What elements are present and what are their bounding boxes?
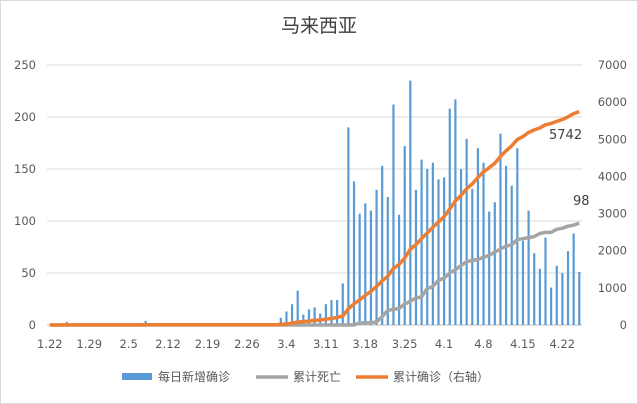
x-tick-label: 3.4 (277, 337, 295, 351)
bar (499, 133, 502, 325)
bar (493, 202, 496, 325)
x-tick-label: 2.26 (234, 337, 260, 351)
data-labels: 5742 98 (549, 128, 590, 209)
x-tick-label: 4.15 (510, 337, 536, 351)
x-tick-label: 2.19 (195, 337, 221, 351)
x-tick-label: 4.8 (474, 337, 492, 351)
bar (381, 165, 384, 325)
bar (521, 240, 525, 325)
bar (437, 179, 440, 325)
right-tick-label: 2000 (598, 244, 627, 258)
bar (431, 162, 434, 325)
data-label-confirmed: 5742 (549, 128, 582, 143)
bar (347, 127, 350, 326)
bar (566, 251, 570, 325)
bar (414, 189, 418, 325)
daily-bars (65, 80, 581, 326)
bar (561, 273, 564, 325)
bar (336, 300, 339, 325)
bar (324, 304, 327, 325)
bar (420, 159, 423, 325)
x-tick-label: 2.12 (155, 337, 181, 351)
bar (538, 268, 541, 325)
data-label-deaths: 98 (573, 194, 590, 209)
bar (302, 314, 305, 325)
bar (307, 309, 311, 325)
bar (279, 317, 282, 325)
bar (465, 138, 468, 325)
bar (392, 104, 395, 326)
right-tick-label: 7000 (598, 58, 627, 72)
bar (409, 80, 412, 325)
legend-label-deaths: 累计死亡 (293, 370, 341, 384)
bar (527, 210, 530, 325)
bar (313, 307, 316, 325)
bar (550, 287, 553, 325)
x-tick-label: 1.22 (37, 337, 63, 351)
bar (330, 300, 333, 325)
bar (572, 233, 575, 325)
bar (375, 189, 378, 325)
x-axis: 1.22 1.29 2.5 2.12 2.19 2.26 3.4 3.11 3.18 3.25 4.… (37, 337, 575, 351)
right-tick-label: 6000 (598, 95, 627, 109)
right-tick-label: 0 (620, 318, 627, 332)
left-tick-label: 0 (29, 318, 36, 332)
confirmed-line (49, 110, 580, 327)
bar (482, 162, 485, 325)
x-tick-label: 2.5 (120, 337, 138, 351)
left-tick-label: 50 (21, 266, 36, 280)
bar (578, 271, 581, 325)
bar (510, 185, 513, 325)
bar (369, 210, 373, 325)
x-tick-label: 4.22 (549, 337, 575, 351)
bar (296, 290, 299, 325)
x-tick-label: 3.18 (352, 337, 378, 351)
legend-label-confirmed: 累计确诊（右轴） (393, 369, 489, 384)
chart-title: 马来西亚 (281, 15, 357, 37)
x-tick-label: 3.25 (392, 337, 418, 351)
x-tick-label: 4.1 (435, 337, 453, 351)
legend: 每日新增确诊 累计死亡 累计确诊（右轴） (122, 369, 489, 384)
bar (290, 304, 294, 325)
bar (285, 311, 288, 325)
right-tick-label: 5000 (598, 132, 627, 146)
bar (358, 213, 361, 325)
right-axis-ticks: 0 1000 2000 3000 4000 5000 6000 7000 (598, 58, 627, 332)
left-axis-ticks: 0 50 100 150 200 250 (14, 58, 36, 332)
bar (459, 169, 463, 325)
right-tick-label: 1000 (598, 281, 627, 295)
bar (341, 283, 344, 325)
right-tick-label: 4000 (598, 169, 627, 183)
bar (544, 237, 547, 325)
bar (448, 108, 451, 326)
bar (454, 99, 457, 325)
left-tick-label: 250 (14, 58, 36, 72)
bar (352, 181, 356, 325)
bar (471, 188, 474, 325)
series-lines (49, 110, 580, 327)
left-tick-label: 100 (14, 214, 36, 228)
bar (386, 197, 389, 325)
bar (144, 320, 147, 325)
bar (426, 169, 429, 325)
x-tick-label: 1.29 (76, 337, 102, 351)
bar (533, 253, 536, 325)
bar (555, 265, 558, 325)
bar (488, 211, 491, 325)
legend-label-daily: 每日新增确诊 (158, 369, 230, 384)
left-tick-label: 150 (14, 162, 36, 176)
x-tick-label: 3.11 (313, 337, 339, 351)
bar (364, 203, 367, 325)
legend-swatch-daily (122, 373, 152, 380)
bar (516, 148, 519, 325)
bar (476, 148, 480, 325)
left-tick-label: 200 (14, 110, 36, 124)
bar (403, 146, 406, 325)
bar (443, 177, 446, 325)
bar (397, 214, 401, 325)
right-tick-label: 3000 (598, 207, 627, 221)
